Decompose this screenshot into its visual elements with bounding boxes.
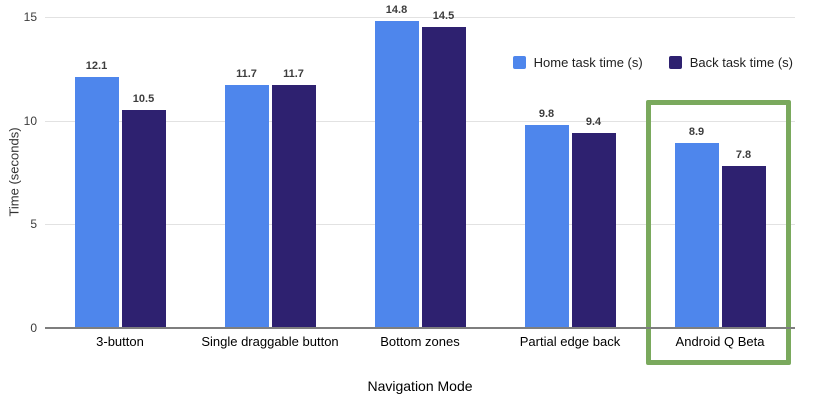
- bar-group: 11.7 11.7: [195, 17, 345, 328]
- y-tick-label: 10: [23, 113, 37, 128]
- bar-group: 9.8 9.4: [495, 17, 645, 328]
- bar-value-label: 9.4: [585, 116, 602, 129]
- category-label: Bottom zones: [380, 334, 460, 349]
- legend-label: Home task time (s): [533, 55, 643, 70]
- legend-item: Back task time (s): [668, 55, 793, 70]
- home-bar: 12.1: [74, 60, 119, 328]
- category-label: Android Q Beta: [675, 334, 765, 349]
- legend-item: Home task time (s): [512, 55, 643, 70]
- bar-value-label: 11.7: [283, 68, 304, 81]
- home-bar: 14.8: [374, 4, 419, 328]
- bar-value-label: 7.8: [735, 149, 752, 162]
- y-axis-title: Time (seconds): [6, 127, 22, 217]
- legend-label: Back task time (s): [689, 55, 793, 70]
- legend-swatch-icon: [668, 56, 682, 69]
- category-label: 3-button: [96, 334, 144, 349]
- bar-value-label: 10.5: [132, 93, 155, 106]
- gridline: [45, 120, 795, 122]
- back-bar: 14.5: [421, 10, 466, 328]
- bar-group: 12.1 10.5: [45, 17, 195, 328]
- legend-swatch-icon: [512, 56, 526, 69]
- gridline: [45, 224, 795, 226]
- bar-groups: 12.1 10.5 11.7 11.7 14.8 14.5 9.8 9.4 8.9 7.8: [45, 4, 795, 365]
- bar-value-label: 14.8: [385, 4, 408, 17]
- back-bar: 7.8: [721, 149, 766, 328]
- home-bar: 11.7: [224, 68, 269, 328]
- home-bar: 8.9: [674, 126, 719, 328]
- category-label: Single draggable button: [201, 334, 339, 349]
- x-axis-baseline: [45, 327, 795, 329]
- y-tick-label: 15: [23, 10, 37, 24]
- back-bar: 9.4: [571, 116, 616, 328]
- bar-value-label: 9.8: [538, 107, 555, 120]
- plot-area: 0 5 10 15 12.1 10.5 11.7 11.7 14.8 14.5 9.8 9.4 8.9…: [24, 4, 795, 365]
- gridline: [45, 17, 795, 18]
- x-axis-category-labels: 3-button Single draggable button Bottom zo…: [45, 334, 795, 349]
- back-bar: 11.7: [271, 68, 316, 328]
- category-label: Partial edge back: [519, 334, 621, 349]
- home-bar: 9.8: [524, 108, 569, 328]
- bar-value-label: 11.7: [236, 68, 257, 81]
- y-tick-label: 5: [30, 217, 37, 232]
- bar-value-label: 14.5: [432, 10, 455, 23]
- highlight-box: [646, 100, 791, 365]
- legend: Home task time (s) Back task time (s): [512, 55, 793, 70]
- x-axis-title: Navigation Mode: [367, 378, 473, 394]
- y-tick-label: 0: [30, 321, 37, 335]
- back-bar: 10.5: [121, 93, 166, 328]
- bar-group: 14.8 14.5: [345, 4, 495, 328]
- bar-value-label: 8.9: [688, 126, 705, 139]
- bar-value-label: 12.1: [85, 60, 108, 73]
